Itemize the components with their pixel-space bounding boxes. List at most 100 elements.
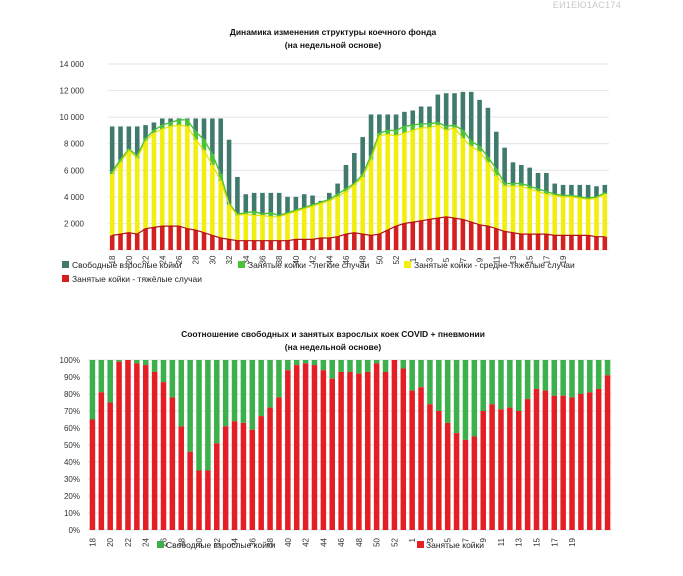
chart1-bar-severe xyxy=(251,240,257,250)
chart1-bar-free xyxy=(519,164,524,184)
bed-structure-chart: Динамика изменения структуры коечного фо… xyxy=(60,27,609,284)
chart1-x-tick-label: 50 xyxy=(375,255,384,264)
chart1-bar-light xyxy=(452,125,457,128)
chart1-bar-severe xyxy=(318,238,324,250)
chart2-x-tick-label: 40 xyxy=(284,537,293,546)
chart1-bar-medium xyxy=(452,127,457,219)
chart1-bar-severe xyxy=(577,235,583,250)
chart2-bar-free xyxy=(249,360,256,430)
chart1-legend: Свободные взрослые койки Занятые койки - … xyxy=(62,260,575,284)
chart2-bar-free xyxy=(453,360,460,434)
chart1-bar-medium xyxy=(310,206,315,240)
chart2-bar-occupied xyxy=(107,402,113,530)
chart1-bar-medium xyxy=(293,211,299,240)
chart1-bar-severe xyxy=(310,239,315,250)
chart2-bar-occupied xyxy=(418,387,424,530)
chart1-bar-severe xyxy=(293,239,299,250)
chart1-x-tick-label: 5 xyxy=(442,257,451,262)
chart1-bar-light xyxy=(468,141,474,147)
chart2-bar-free xyxy=(578,360,584,394)
chart2-bar-free xyxy=(480,360,486,411)
chart2-bar-free xyxy=(471,360,478,437)
chart2-bars xyxy=(89,360,611,530)
chart1-bar-free xyxy=(493,131,499,169)
chart2-bar-occupied xyxy=(480,411,486,530)
chart1-bar-severe xyxy=(535,234,541,250)
chart2-x-tick-label: 17 xyxy=(550,537,559,546)
chart2-bar-free xyxy=(604,360,611,376)
chart2-bar-free xyxy=(276,360,282,398)
chart1-bar-light xyxy=(176,119,182,126)
chart2-legend-swatch xyxy=(157,541,164,548)
chart1-bar-medium xyxy=(151,133,157,228)
chart1-bar-free xyxy=(251,192,257,212)
chart1-bar-free xyxy=(527,167,532,187)
chart2-title: Соотношение свободных и занятых взрослых… xyxy=(181,329,485,339)
chart2-bar-occupied xyxy=(285,370,291,530)
chart2-bar-free xyxy=(587,360,593,393)
chart2-bar-occupied xyxy=(214,443,220,530)
chart2-bar-occupied xyxy=(302,363,309,530)
chart2-bar-free xyxy=(462,360,469,440)
chart2-bar-occupied xyxy=(569,397,575,530)
chart1-bar-medium xyxy=(435,125,441,219)
chart1-bar-severe xyxy=(385,230,391,250)
document-code: ЕИ1ЕЮ1АС174 xyxy=(552,0,621,10)
chart2-bar-free xyxy=(551,360,558,396)
chart2-bar-occupied xyxy=(231,421,238,530)
chart1-bar-medium xyxy=(276,216,282,241)
chart1-bar-severe xyxy=(360,234,365,250)
chart1-bar-free xyxy=(218,118,224,175)
chart1-bar-severe xyxy=(126,232,132,250)
chart1-bar-medium xyxy=(176,125,182,227)
chart2-legend-label: Занятые койки xyxy=(426,540,484,550)
chart1-bar-severe xyxy=(193,230,198,250)
chart2-bar-occupied xyxy=(436,411,442,530)
chart1-bar-medium xyxy=(343,191,349,235)
chart1-x-tick-label: 1 xyxy=(409,257,418,262)
chart1-bar-free xyxy=(201,118,207,140)
chart1-bar-free xyxy=(577,184,583,197)
chart2-x-tick-label: 52 xyxy=(390,537,399,546)
chart1-bar-medium xyxy=(226,204,232,240)
chart1-bar-free xyxy=(468,91,474,142)
chart1-bar-free xyxy=(210,118,215,155)
chart2-x-tick-label: 20 xyxy=(106,537,115,546)
chart1-bar-free xyxy=(159,118,165,126)
chart1-bar-medium xyxy=(143,141,148,229)
chart1-bar-free xyxy=(118,126,123,160)
chart2-bar-free xyxy=(400,360,407,369)
chart1-bar-light xyxy=(519,183,524,187)
chart1-bar-severe xyxy=(468,222,474,250)
chart1-bar-free xyxy=(285,196,290,213)
chart1-bar-medium xyxy=(251,215,257,241)
chart1-bar-light xyxy=(210,154,215,165)
chart1-bar-free xyxy=(360,137,365,175)
chart1-bar-free xyxy=(418,106,424,124)
chart2-bar-free xyxy=(356,360,362,374)
chart1-x-tick-label: 28 xyxy=(192,255,201,264)
chart2-x-tick-label: 13 xyxy=(515,537,524,546)
chart1-x-tick-label: 32 xyxy=(225,255,234,264)
chart1-bar-severe xyxy=(502,231,507,250)
chart2-bar-free xyxy=(524,360,531,400)
chart1-bar-severe xyxy=(326,238,332,250)
chart1-bar-light xyxy=(443,126,449,131)
chart1-bar-free xyxy=(535,172,541,189)
chart1-bar-medium xyxy=(560,196,566,236)
chart1-bar-free xyxy=(460,91,466,131)
chart1-bar-medium xyxy=(393,135,399,227)
chart1-bar-severe xyxy=(118,234,123,250)
chart1-bar-medium xyxy=(460,138,466,220)
chart1-bar-free xyxy=(134,126,140,156)
chart1-bar-light xyxy=(510,183,516,187)
chart2-bar-free xyxy=(569,360,575,398)
chart1-bars xyxy=(109,91,608,250)
chart2-x-tick-label: 7 xyxy=(461,537,470,542)
chart1-x-tick-label: 24 xyxy=(158,255,167,264)
chart2-bar-free xyxy=(329,360,335,379)
chart1-bar-free xyxy=(443,93,449,127)
chart2-bar-occupied xyxy=(604,375,611,530)
chart1-bar-free xyxy=(602,184,608,193)
chart1-bar-free xyxy=(126,126,132,150)
